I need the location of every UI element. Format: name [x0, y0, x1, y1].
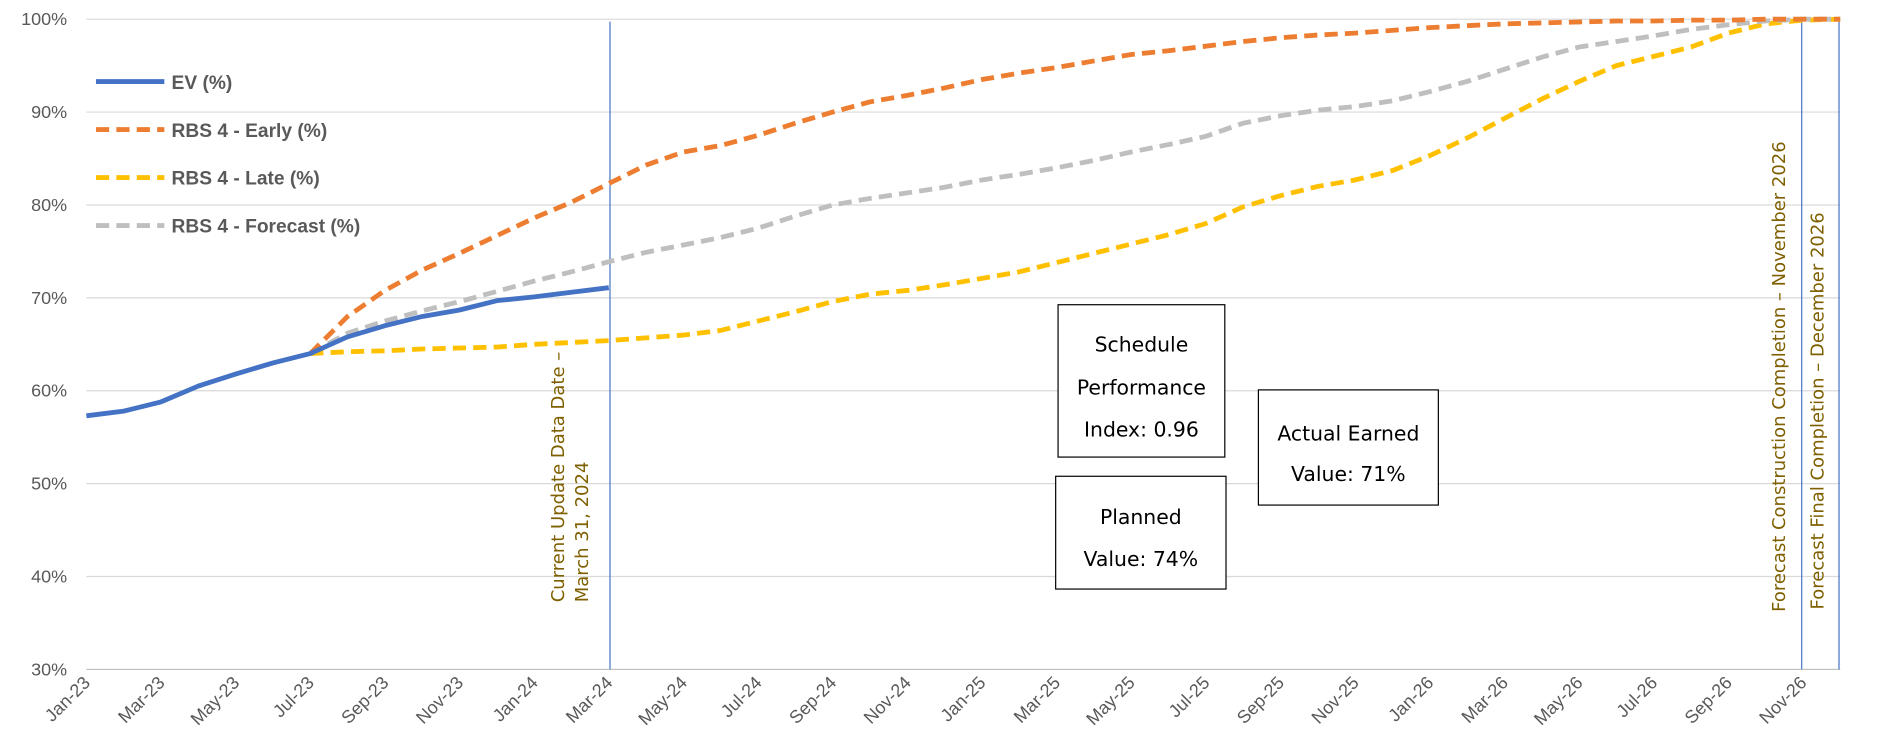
x-tick-label: Jul-23: [269, 673, 318, 722]
box-text: Planned: [1100, 505, 1182, 529]
x-tick-label: May-25: [1082, 673, 1139, 730]
legend-label: RBS 4 - Early (%): [172, 121, 328, 142]
legend-label: RBS 4 - Forecast (%): [172, 217, 361, 238]
annotation-text: Forecast Construction Completion – Novem…: [1769, 141, 1790, 612]
box-text: Performance: [1077, 376, 1206, 400]
annotation-text: Current Update Data Date –: [548, 352, 569, 602]
legend-label: EV (%): [172, 73, 233, 94]
box-text: Value: 74%: [1084, 547, 1199, 571]
y-tick-label: 40%: [31, 567, 67, 587]
y-tick-label: 50%: [31, 474, 67, 494]
x-tick-label: Sep-23: [337, 673, 392, 728]
box-text: Value: 71%: [1291, 462, 1406, 486]
x-tick-label: Jan-23: [41, 673, 94, 726]
text-box: [1257, 389, 1439, 506]
x-tick-label: Jan-24: [489, 673, 542, 726]
y-tick-label: 30%: [31, 659, 67, 679]
series-line: [86, 285, 610, 419]
x-tick-label: Mar-23: [114, 673, 168, 727]
y-tick-label: 90%: [31, 102, 67, 122]
x-tick-label: May-24: [635, 673, 692, 730]
x-tick-label: Mar-24: [562, 673, 616, 727]
box-text: Actual Earned: [1277, 421, 1419, 445]
text-box: [1055, 475, 1227, 590]
x-tick-label: Jul-25: [1165, 673, 1214, 722]
x-tick-label: Nov-26: [1755, 673, 1810, 728]
x-tick-label: Sep-26: [1681, 673, 1736, 728]
x-tick-label: Nov-25: [1308, 673, 1363, 728]
x-tick-label: Jan-26: [1384, 673, 1437, 726]
y-tick-label: 70%: [31, 288, 67, 308]
box-text: Schedule: [1095, 333, 1189, 357]
annotation-text: March 31, 2024: [572, 462, 593, 603]
series-line: [310, 16, 1841, 356]
x-tick-label: Mar-26: [1458, 673, 1512, 727]
series-line: [309, 16, 1841, 356]
x-tick-label: Mar-25: [1010, 673, 1064, 727]
x-tick-label: Nov-24: [860, 673, 915, 728]
x-tick-label: May-26: [1530, 673, 1587, 730]
text-box: [1057, 304, 1226, 458]
legend-label: RBS 4 - Late (%): [172, 169, 320, 190]
series-line: [308, 16, 1841, 356]
annotation-text: Forecast Final Completion – December 202…: [1807, 212, 1828, 609]
x-tick-label: Sep-25: [1233, 673, 1288, 728]
x-tick-label: Jul-24: [717, 673, 766, 722]
y-tick-label: 80%: [31, 195, 67, 215]
x-tick-label: May-23: [187, 673, 244, 730]
x-tick-label: Jul-26: [1612, 673, 1661, 722]
y-tick-label: 60%: [31, 381, 67, 401]
y-tick-label: 100%: [21, 9, 67, 29]
x-tick-label: Sep-24: [785, 673, 840, 728]
box-text: Index: 0.96: [1084, 418, 1199, 442]
x-tick-label: Nov-23: [412, 673, 467, 728]
x-tick-label: Jan-25: [937, 673, 990, 726]
